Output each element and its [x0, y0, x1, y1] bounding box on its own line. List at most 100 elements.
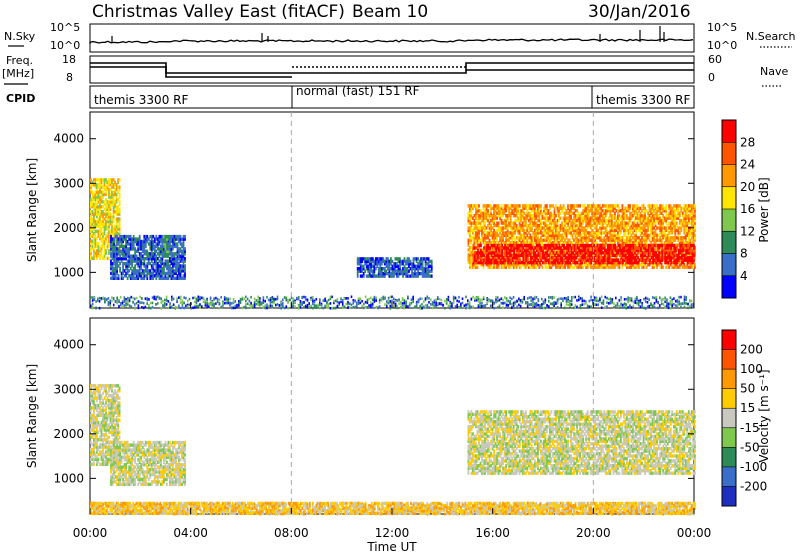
power-cell: [99, 219, 101, 224]
power-cell: [91, 222, 94, 226]
power-cell: [116, 247, 118, 251]
power-cell: [122, 237, 124, 241]
power-cell: [117, 207, 119, 211]
power-cell: [114, 210, 116, 214]
power-cell: [94, 205, 97, 209]
power-cell: [114, 247, 117, 251]
power-cell: [100, 192, 103, 197]
power-cell: [97, 234, 100, 238]
power-cell: [150, 239, 153, 244]
power-cell: [137, 261, 140, 266]
power-cell: [473, 218, 476, 223]
power-cell: [172, 234, 174, 239]
power-cell: [100, 229, 103, 233]
power-cell: [125, 252, 127, 256]
power-cell: [99, 214, 101, 219]
power-cell: [117, 190, 119, 194]
power-cell: [128, 247, 131, 251]
power-cell: [119, 257, 121, 261]
power-cell: [160, 244, 162, 249]
power-cell: [93, 232, 95, 236]
power-cell: [167, 234, 170, 239]
power-cell: [146, 239, 149, 244]
power-cell: [106, 205, 109, 209]
power-cell: [138, 257, 141, 261]
power-cell: [105, 185, 107, 189]
power-cell: [125, 244, 127, 249]
power-cell: [137, 276, 140, 280]
power-cell: [147, 271, 150, 276]
power-cell: [161, 271, 164, 276]
power-cell: [473, 233, 476, 237]
power-cell: [137, 274, 140, 278]
power-cell: [94, 192, 97, 197]
power-cell: [114, 224, 116, 229]
power-cell: [141, 271, 144, 276]
power-cell: [132, 237, 135, 241]
power-cell: [90, 251, 92, 256]
power-cell: [488, 238, 491, 242]
power-cell: [112, 210, 115, 214]
power-cell: [108, 256, 110, 260]
power-cell: [132, 271, 135, 276]
power-cell: [131, 237, 134, 241]
power-cell: [129, 276, 132, 280]
power-cell: [116, 266, 118, 271]
power-cell: [113, 247, 115, 251]
power-cell: [153, 237, 156, 241]
power-cell: [626, 221, 628, 225]
power-cell: [112, 178, 115, 182]
power-cell: [103, 200, 106, 204]
power-cell: [100, 185, 103, 189]
power-cell: [138, 247, 141, 251]
power-cell: [155, 264, 158, 268]
power-cell: [112, 227, 115, 231]
power-cell: [99, 217, 101, 221]
power-cell: [520, 209, 523, 213]
power-cell: [100, 254, 103, 258]
power-cell: [156, 266, 159, 271]
power-cell: [134, 266, 137, 271]
power-cell: [152, 266, 155, 271]
power-cell: [149, 252, 152, 256]
power-cell: [132, 234, 135, 239]
power-cell: [111, 217, 113, 221]
nsky-trace: [89, 38, 694, 44]
power-cell: [138, 264, 141, 268]
power-cell: [96, 207, 98, 211]
power-cell: [153, 261, 156, 266]
power-cell: [123, 237, 126, 241]
power-cell: [123, 234, 126, 239]
power-cell: [93, 219, 95, 224]
power-cell: [149, 274, 152, 278]
power-cell: [117, 259, 120, 263]
power-cell: [102, 185, 104, 189]
power-cell: [138, 259, 141, 263]
power-cell: [143, 237, 146, 241]
power-cell: [549, 261, 552, 265]
power-cell: [100, 222, 103, 226]
power-cell: [91, 192, 94, 197]
power-cell: [137, 259, 140, 263]
power-cell: [132, 239, 135, 244]
power-cell: [109, 207, 112, 211]
power-cell: [147, 252, 150, 256]
power-cell: [99, 222, 101, 226]
power-cell: [115, 244, 118, 248]
power-cell: [113, 249, 115, 253]
power-cell: [149, 261, 152, 266]
power-cell: [143, 234, 146, 239]
power-cell: [118, 202, 121, 207]
power-cell: [103, 249, 106, 253]
power-cell: [99, 195, 101, 199]
power-cell: [93, 195, 95, 199]
power-cell: [132, 274, 135, 278]
power-cell: [156, 264, 159, 268]
power-cell: [140, 252, 143, 256]
power-cell: [100, 205, 103, 209]
power-cell: [138, 271, 141, 276]
power-cell: [146, 264, 149, 268]
power-cell: [132, 266, 135, 271]
power-cell: [671, 265, 674, 269]
power-cell: [160, 269, 162, 273]
